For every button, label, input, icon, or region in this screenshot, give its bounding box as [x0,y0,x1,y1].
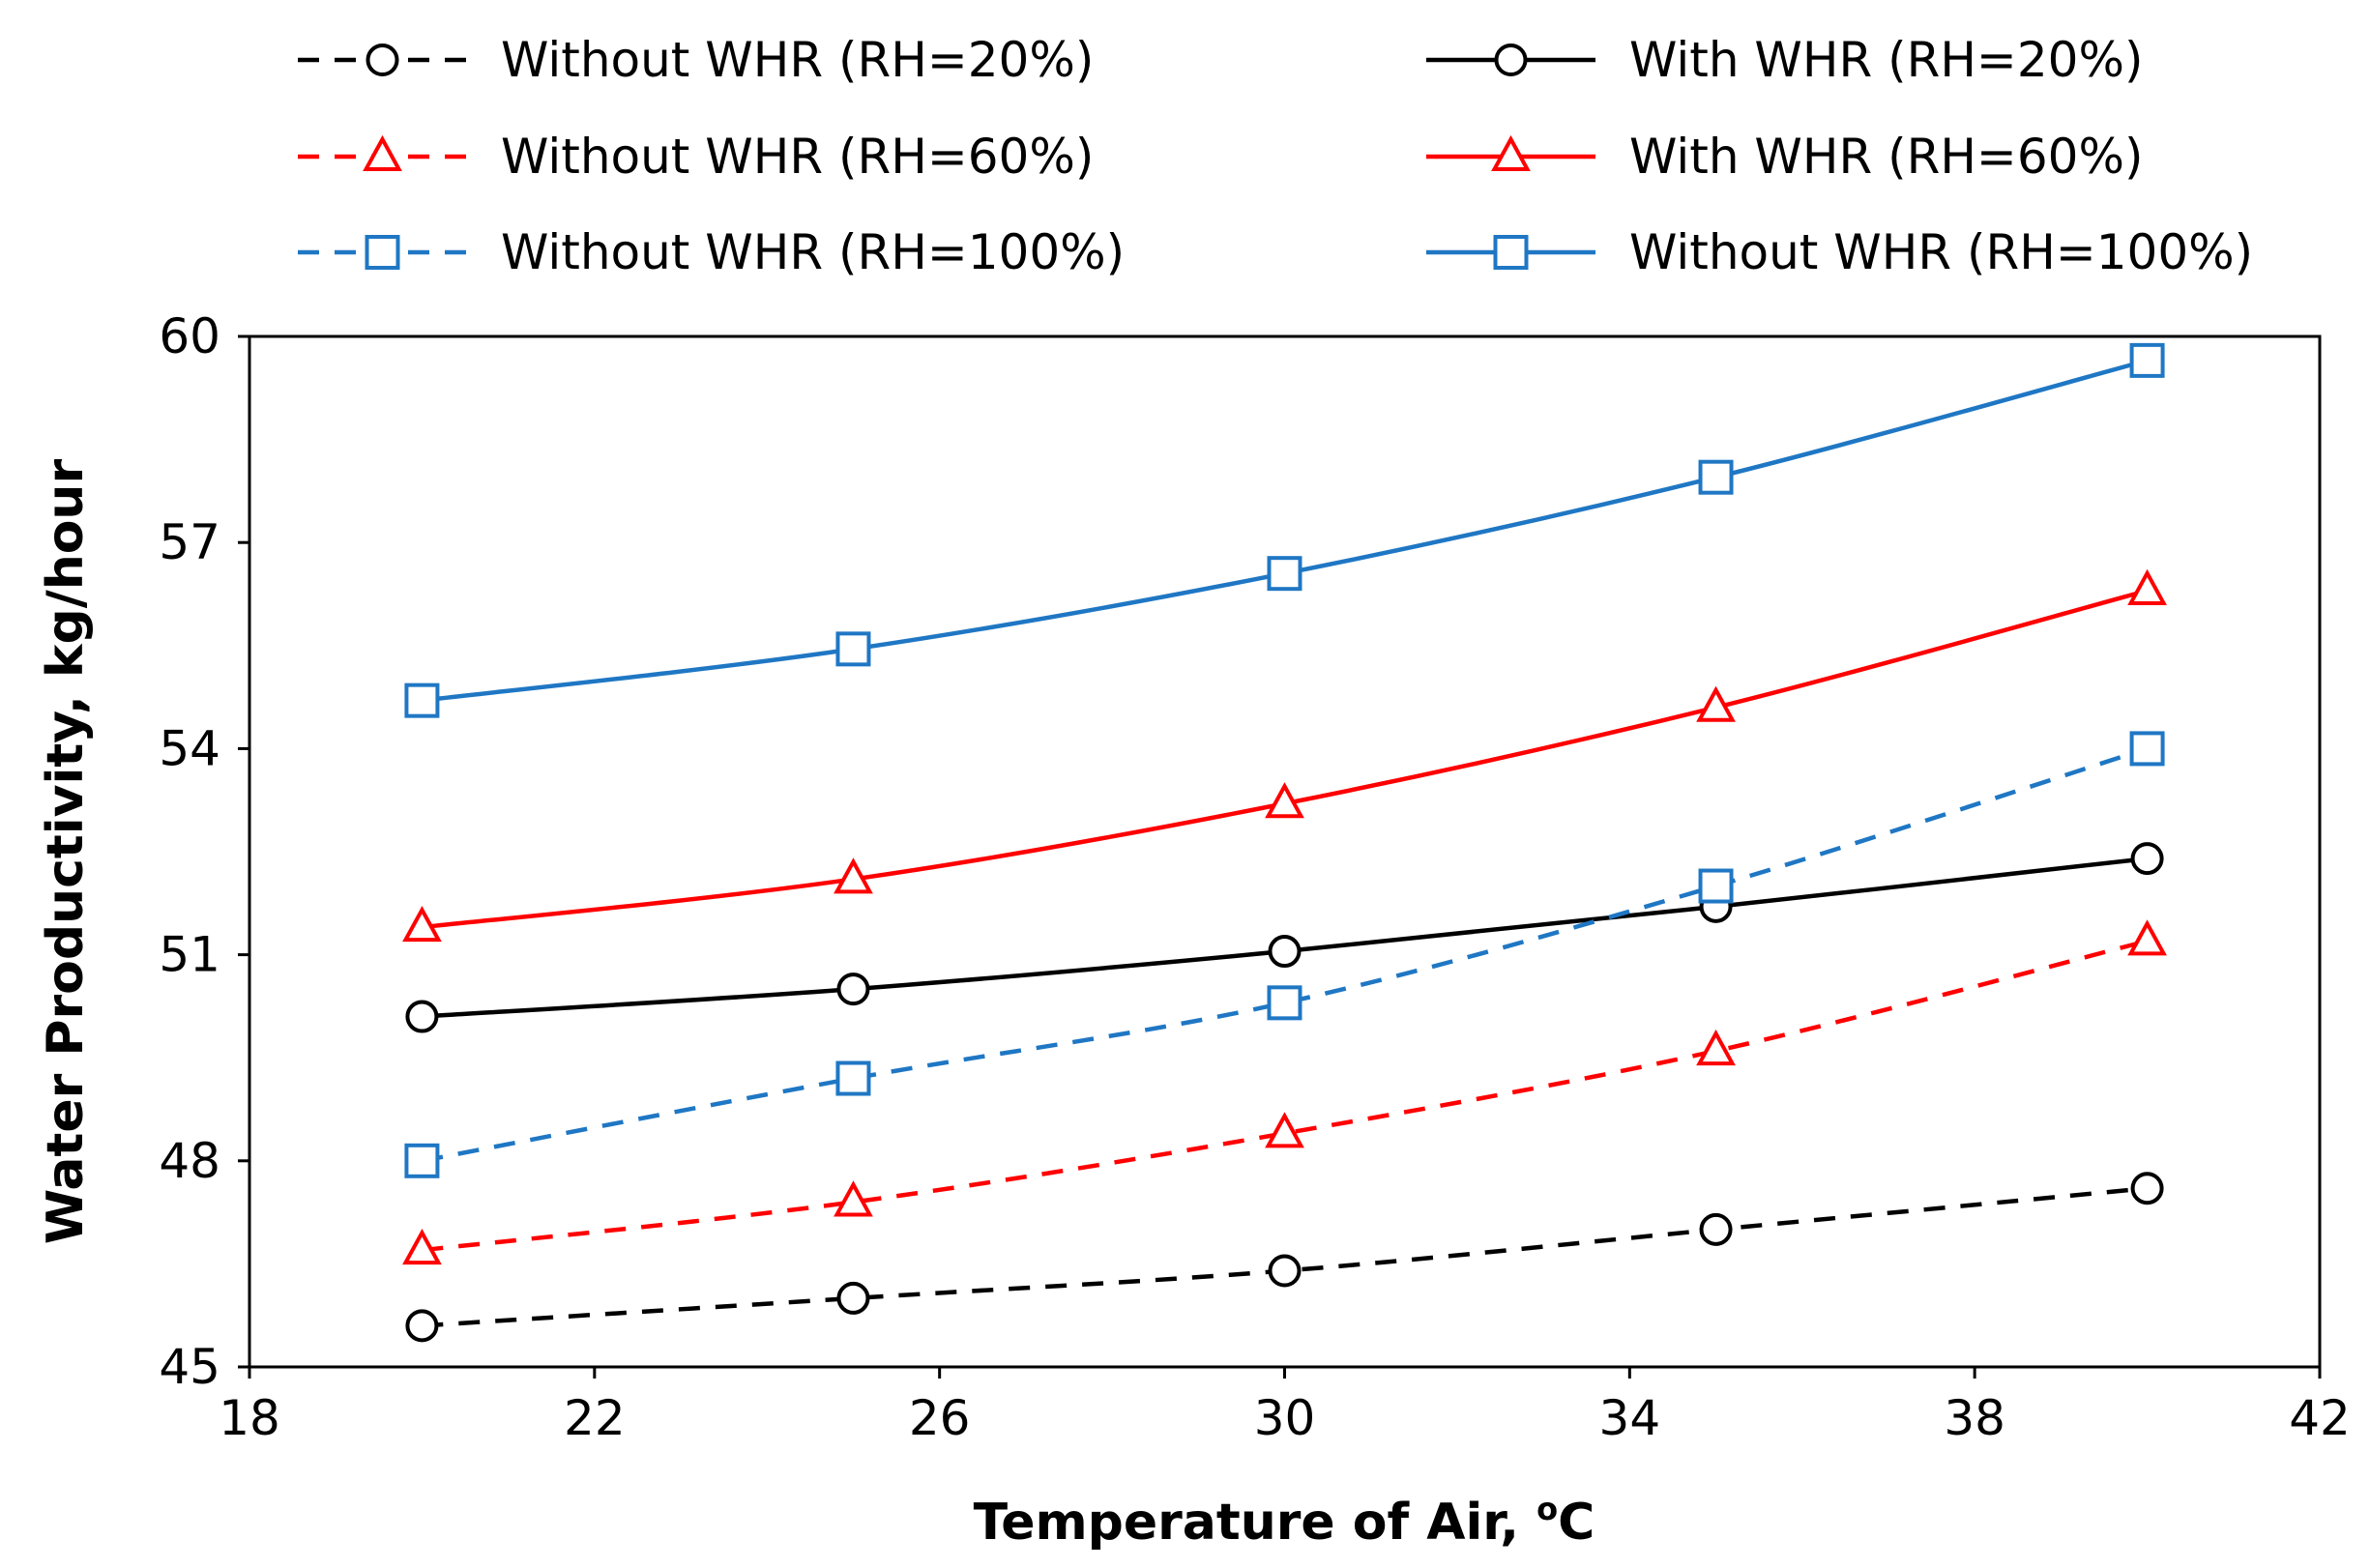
data-point [1268,935,1302,969]
legend-item: With WHR (RH=60%) [1426,129,2143,185]
data-point [1268,1254,1302,1288]
x-tick-label: 34 [1599,1390,1661,1446]
data-point [2130,842,2164,876]
series-6 [404,342,2165,718]
x-axis-ticks: 18 22 26 30 34 38 42 [219,1367,2351,1446]
data-point [2127,919,2167,956]
data-point [834,1180,873,1217]
legend-label: Without WHR (RH=100%) [1629,224,2253,280]
data-point [402,906,442,943]
data-point [836,973,870,1006]
data-point [2130,1172,2164,1205]
x-tick-label: 42 [2289,1390,2351,1446]
legend-marker [1491,134,1531,171]
x-tick-label: 26 [909,1390,971,1446]
x-axis-title-superscript: o [1536,1491,1558,1527]
data-point [405,1309,439,1343]
series-line [422,358,2149,703]
y-tick-label: 51 [159,927,220,983]
series-3 [402,919,2167,1265]
data-point [1698,868,1734,904]
y-tick-label: 48 [159,1133,220,1189]
legend-marker [366,44,399,76]
data-point [2127,568,2167,605]
data-point [1696,685,1736,722]
legend: Without WHR (RH=20%) With WHR (RH=20%) Wit… [298,32,2253,280]
data-point [404,1143,440,1178]
x-tick-label: 22 [564,1390,626,1446]
legend-item: With WHR (RH=20%) [1426,32,2143,88]
data-point [2129,342,2165,378]
data-point [1267,556,1302,592]
series-layer [402,342,2167,1343]
data-point [402,1229,442,1265]
x-axis-title-unit: C [1558,1494,1595,1552]
y-tick-label: 60 [159,308,220,364]
x-axis-title-main: Temperature of Air, [974,1494,1537,1552]
legend-item: Without WHR (RH=20%) [298,32,1094,88]
y-axis-ticks: 45 48 51 54 57 60 [159,308,249,1395]
data-point [835,1060,871,1096]
data-point [1698,459,1734,495]
legend-marker [363,134,402,171]
y-tick-label: 54 [159,720,220,776]
x-tick-label: 30 [1254,1390,1316,1446]
data-point [835,631,871,667]
legend-item: Without WHR (RH=100%) [298,224,1125,280]
data-point [1696,1029,1736,1066]
data-point [1265,1112,1304,1148]
legend-marker [1493,235,1529,270]
data-point [1699,1212,1733,1246]
legend-marker [365,235,400,270]
data-point [404,682,440,718]
data-point [836,1281,870,1315]
data-point [2129,731,2165,767]
legend-label: With WHR (RH=20%) [1629,32,2143,88]
data-point [834,857,873,894]
x-tick-label: 38 [1944,1390,2005,1446]
series-4 [402,568,2167,943]
legend-item: Without WHR (RH=100%) [1426,224,2253,280]
plot-area [248,334,2322,1369]
series-1 [405,1172,2164,1343]
data-point [405,1000,439,1033]
y-axis-title: Water Productivity, kg/hour [37,459,95,1245]
data-point [1265,782,1304,819]
legend-label: Without WHR (RH=20%) [501,32,1094,88]
legend-label: Without WHR (RH=60%) [501,129,1094,185]
series-2 [405,842,2164,1033]
plot-frame [248,334,2322,1369]
legend-marker [1494,44,1528,76]
y-tick-label: 57 [159,514,220,570]
y-tick-label: 45 [159,1339,220,1395]
legend-item: Without WHR (RH=60%) [298,129,1094,185]
data-point [1267,985,1302,1021]
legend-label: With WHR (RH=60%) [1629,129,2143,185]
x-tick-label: 18 [219,1390,280,1446]
legend-label: Without WHR (RH=100%) [501,224,1125,280]
x-axis-title: Temperature of Air, oC [974,1491,1595,1552]
series-line [421,746,2149,1164]
series-line [422,588,2149,930]
series-5 [404,731,2165,1178]
